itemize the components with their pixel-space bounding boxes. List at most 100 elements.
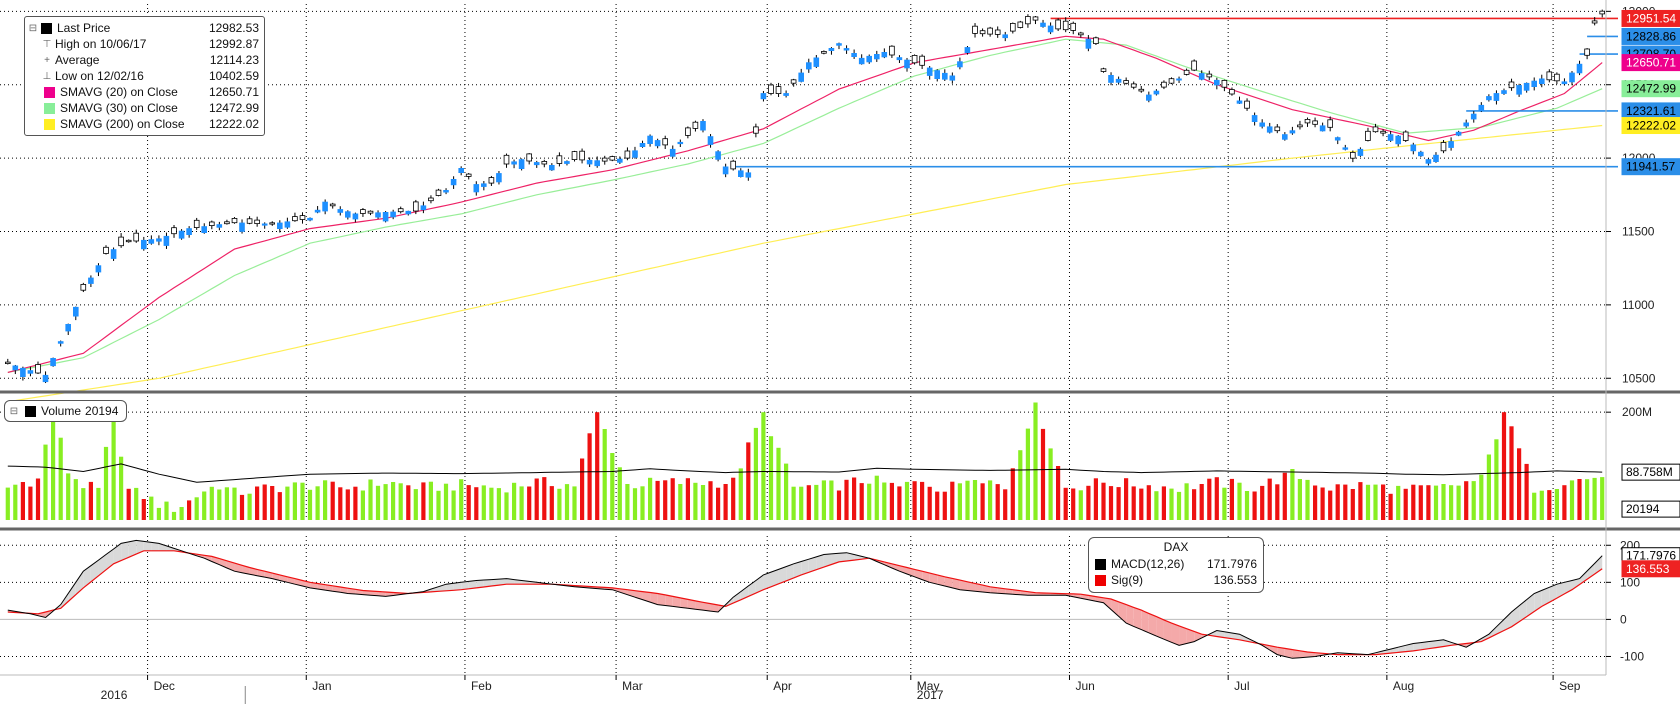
macd-histogram-fill [808, 556, 817, 573]
macd-histogram-fill [1443, 639, 1452, 647]
value-tag-box [1621, 463, 1680, 481]
volume-bar [1532, 492, 1537, 520]
volume-bar [889, 482, 894, 520]
candle-body [12, 365, 19, 371]
volume-bar [285, 486, 290, 520]
macd-histogram-fill [446, 583, 454, 591]
macd-histogram-fill [204, 555, 212, 562]
volume-bar [338, 487, 343, 520]
volume-bar [1214, 477, 1219, 520]
year-label: 2016 [101, 688, 128, 702]
volume-bar [988, 480, 993, 520]
month-label: Feb [471, 679, 492, 693]
candle-body [57, 341, 64, 344]
candle-body [1251, 115, 1258, 122]
legend-label: SMAVG (20) on Close [60, 85, 178, 99]
volume-bar [1373, 484, 1378, 520]
sma30-line [7, 38, 1603, 373]
candle-body [65, 323, 72, 332]
sma30-path [7, 38, 1603, 373]
candle-body [5, 361, 11, 365]
volume-bar [738, 468, 743, 520]
value-tag-box [1621, 54, 1680, 72]
volume-bar [995, 484, 1000, 520]
collapse-icon[interactable]: ⊟ [28, 22, 38, 34]
candle-body [1448, 141, 1454, 148]
volume-legend: ⊟ Volume 20194 [4, 400, 128, 422]
volume-bar [784, 463, 789, 520]
candle-body [1327, 119, 1334, 128]
price-legend-row: ⊟ Last Price 12982.53 [27, 20, 259, 36]
candle-body [1146, 94, 1152, 101]
candle-body [617, 158, 623, 163]
candle-body [858, 57, 865, 65]
collapse-icon[interactable]: ⊟ [9, 405, 19, 417]
macd-tick-label: 0 [1620, 612, 1627, 626]
macd-histogram-fill [1239, 634, 1248, 642]
candle-body [254, 219, 260, 225]
candle-body [1334, 137, 1341, 141]
candle-body [1229, 89, 1235, 95]
candle-body [1025, 16, 1031, 25]
candle-body [208, 221, 215, 226]
volume-bar [617, 467, 622, 520]
candle-body [783, 93, 789, 96]
legend-label: Last Price [57, 21, 111, 35]
volume-bar [950, 481, 955, 520]
candle-body [1236, 100, 1243, 104]
legend-value: 12472.99 [208, 101, 259, 115]
value-tag-box [1621, 500, 1680, 518]
candle-body [178, 230, 185, 239]
candle-body [1085, 38, 1092, 49]
volume-bar [972, 480, 978, 520]
macd-histogram-fill [1549, 584, 1557, 603]
candle-body [1115, 78, 1122, 83]
volume-bar [874, 475, 879, 520]
candle-body [541, 160, 548, 165]
legend-label: SMAVG (30) on Close [60, 101, 178, 115]
macd-histogram-fill [121, 541, 129, 561]
macd-histogram-fill [929, 573, 938, 585]
volume-bar [43, 444, 48, 520]
candle-body [904, 59, 910, 69]
month-label: Apr [773, 679, 792, 693]
volume-bar [723, 484, 728, 520]
volume-bar [1585, 479, 1590, 520]
candle-body [88, 277, 94, 284]
price-legend-row: SMAVG (30) on Close 12472.99 [27, 100, 259, 116]
macd-histogram-fill [1163, 619, 1172, 643]
volume-bar [1449, 485, 1454, 520]
volume-bar [1343, 484, 1348, 520]
volume-bar [1010, 468, 1015, 520]
candle-body [1372, 126, 1379, 133]
candle-body [1501, 90, 1507, 94]
volume-bar [1569, 480, 1575, 520]
volume-bar [247, 493, 252, 520]
candle-body [1531, 80, 1538, 87]
candle-body [926, 67, 933, 76]
candle-body [435, 189, 442, 196]
volume-bar [1547, 490, 1552, 520]
month-label: Jun [1075, 679, 1094, 693]
volume-bar [202, 491, 207, 520]
volume-bar [1063, 487, 1068, 520]
volume-bar [1086, 485, 1091, 520]
candle-body [738, 170, 744, 178]
value-tag-label: 12828.86 [1626, 29, 1676, 43]
candle-body [261, 223, 268, 226]
volume-bars [5, 402, 1605, 520]
volume-bar [88, 481, 93, 520]
candle-body [503, 154, 510, 165]
legend-value: 12992.87 [208, 37, 259, 51]
candle-body [586, 159, 593, 165]
macd-histogram-fill [438, 584, 447, 592]
volume-bar [307, 489, 313, 520]
candle-body [1032, 16, 1039, 21]
volume-bar [119, 456, 124, 520]
candle-body [1410, 144, 1417, 152]
volume-bar [1260, 485, 1265, 520]
candle-body [375, 212, 381, 218]
candle-body [110, 249, 117, 259]
candle-body [1040, 22, 1046, 27]
macd-histogram-fill [219, 558, 227, 568]
